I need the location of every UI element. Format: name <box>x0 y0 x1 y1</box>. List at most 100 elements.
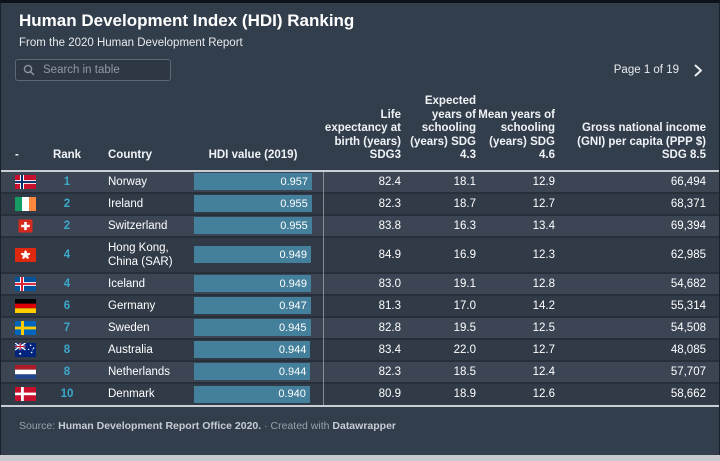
hdi-bar: 0.940 <box>194 385 310 403</box>
rank-cell: 7 <box>63 321 71 334</box>
mean-schooling-cell: 12.9 <box>532 175 555 188</box>
gni-cell: 58,662 <box>670 388 706 400</box>
expected-schooling-cell: 22.0 <box>453 343 476 356</box>
flag-ch-icon <box>15 218 37 233</box>
hdi-bar: 0.944 <box>194 341 311 358</box>
expected-schooling-cell: 18.5 <box>453 365 476 378</box>
created-with-label: Created with <box>270 419 330 432</box>
country-cell: Sweden <box>108 321 150 334</box>
flag-se-icon <box>15 320 37 335</box>
life-expectancy-cell: 82.3 <box>378 197 401 210</box>
hdi-bar: 0.955 <box>194 195 312 212</box>
table-header-row: - Rank Country HDI value (2019) Life exp… <box>1 95 719 172</box>
expected-schooling-cell: 18.7 <box>453 197 476 210</box>
rank-cell: 6 <box>63 299 71 312</box>
hdi-value-label: 0.949 <box>279 277 307 290</box>
life-expectancy-cell: 81.3 <box>378 299 401 312</box>
expected-schooling-cell: 19.5 <box>453 321 476 334</box>
expected-schooling-cell: 17.0 <box>453 299 476 312</box>
hdi-bar-cell: 0.940 <box>194 385 312 403</box>
hdi-bar: 0.947 <box>194 297 311 314</box>
expected-schooling-cell: 16.3 <box>453 219 476 232</box>
hdi-value-label: 0.957 <box>280 175 308 188</box>
gni-cell: 54,682 <box>670 277 706 290</box>
hdi-bar: 0.949 <box>194 275 311 292</box>
gni-cell: 57,707 <box>670 365 706 378</box>
rank-cell: 10 <box>60 388 74 400</box>
hdi-value-label: 0.949 <box>279 248 307 261</box>
life-expectancy-cell: 82.4 <box>378 175 401 188</box>
hdi-bar-cell: 0.955 <box>194 195 312 212</box>
expected-schooling-cell: 19.1 <box>453 277 476 290</box>
column-header-expected-schooling: Expected years of schooling (years) SDG … <box>410 95 476 161</box>
hdi-value-label: 0.940 <box>278 388 306 400</box>
table-row: 7 Sweden 0.945 82.8 19.5 12.5 54,508 <box>1 317 719 340</box>
search-input[interactable] <box>41 63 163 77</box>
hdi-bar: 0.955 <box>194 217 312 234</box>
hdi-bar-cell: 0.955 <box>194 217 312 234</box>
column-header-country: Country <box>108 149 153 161</box>
expected-schooling-cell: 16.9 <box>453 248 476 261</box>
mean-schooling-cell: 12.7 <box>532 343 555 356</box>
hdi-bar: 0.957 <box>194 173 312 190</box>
life-expectancy-cell: 84.9 <box>378 248 401 261</box>
life-expectancy-cell: 83.4 <box>378 343 401 356</box>
gni-cell: 62,985 <box>670 248 706 261</box>
rank-cell: 2 <box>63 219 71 232</box>
country-cell: Iceland <box>108 277 146 290</box>
rank-cell: 1 <box>63 175 71 188</box>
mean-schooling-cell: 12.7 <box>532 197 555 210</box>
flag-dk-icon <box>15 387 37 401</box>
source-link[interactable]: Human Development Report Office 2020. <box>58 419 262 432</box>
life-expectancy-cell: 82.8 <box>378 321 401 334</box>
mean-schooling-cell: 14.2 <box>532 299 555 312</box>
hdi-value-label: 0.944 <box>278 343 307 356</box>
table-footer: Source: Human Development Report Office … <box>19 420 701 432</box>
table-row: 8 Netherlands 0.944 82.3 18.5 12.4 57,70… <box>1 361 719 384</box>
mean-schooling-cell: 12.5 <box>532 321 555 334</box>
pagination: Page 1 of 19 <box>614 62 705 79</box>
hdi-value-label: 0.945 <box>278 321 307 334</box>
rank-cell: 2 <box>63 197 71 210</box>
table-body: 1 Norway 0.957 82.4 18.1 12.9 66,494 2 I… <box>1 171 719 407</box>
country-cell: Switzerland <box>108 219 168 232</box>
hdi-bar: 0.944 <box>194 363 311 380</box>
rank-cell: 4 <box>63 248 71 261</box>
column-header-mean-schooling: Mean years of schooling (years) SDG 4.6 <box>478 108 555 162</box>
table-row: 4 Iceland 0.949 83.0 19.1 12.8 54,682 <box>1 273 719 296</box>
mean-schooling-cell: 12.3 <box>532 248 555 261</box>
column-header-rank: Rank <box>52 149 82 161</box>
datawrapper-link[interactable]: Datawrapper <box>332 419 396 432</box>
flag-au-icon <box>15 342 37 357</box>
rank-cell: 4 <box>63 277 71 290</box>
hdi-bar-cell: 0.957 <box>194 173 312 190</box>
country-cell: Norway <box>108 175 147 188</box>
mean-schooling-cell: 12.8 <box>532 277 555 290</box>
life-expectancy-cell: 83.0 <box>378 277 401 290</box>
country-cell: Ireland <box>108 197 144 210</box>
country-cell: Hong Kong, China (SAR) <box>108 241 173 268</box>
search-box <box>15 59 171 81</box>
gni-cell: 69,394 <box>670 219 706 232</box>
column-header-hdi-value: HDI value (2019) <box>208 149 298 161</box>
table-row: 10 Denmark 0.940 80.9 18.9 12.6 58,662 <box>1 383 719 405</box>
expected-schooling-cell: 18.9 <box>453 388 476 400</box>
column-header-flag: - <box>15 149 19 161</box>
table-row: 4 Hong Kong, China (SAR) 0.949 84.9 16.9… <box>1 237 719 274</box>
hdi-value-label: 0.955 <box>280 219 308 232</box>
pagination-label: Page 1 of 19 <box>613 64 679 76</box>
hdi-value-label: 0.947 <box>279 299 307 312</box>
hdi-bar-cell: 0.945 <box>194 319 312 336</box>
table-row: 6 Germany 0.947 81.3 17.0 14.2 55,314 <box>1 295 719 318</box>
hdi-bar-cell: 0.949 <box>194 275 312 292</box>
next-page-button[interactable] <box>692 62 705 79</box>
hdi-bar-cell: 0.947 <box>194 297 312 314</box>
expected-schooling-cell: 18.1 <box>453 175 476 188</box>
mean-schooling-cell: 12.6 <box>532 388 555 400</box>
hdi-bar-cell: 0.944 <box>194 363 312 380</box>
hdi-bar-cell: 0.949 <box>194 246 312 263</box>
search-icon <box>23 64 35 76</box>
column-divider <box>323 171 324 405</box>
country-cell: Germany <box>108 299 156 312</box>
